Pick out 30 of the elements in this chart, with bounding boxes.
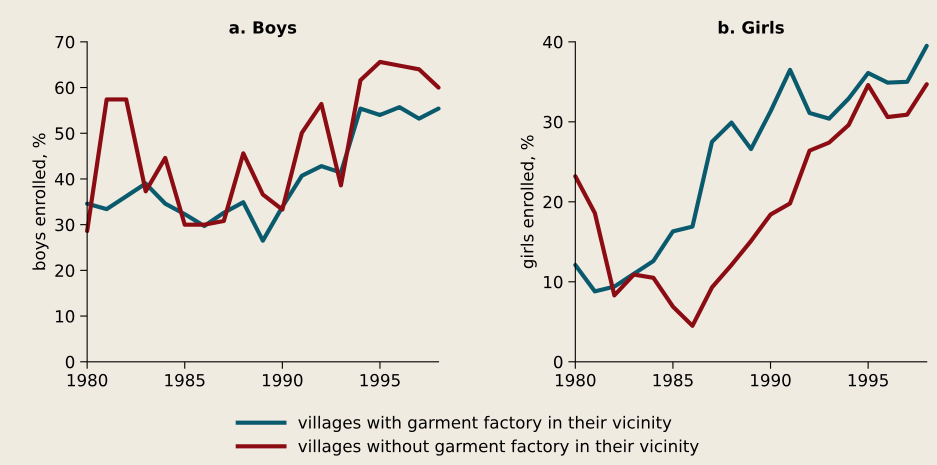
y-tick-label: 10 <box>544 276 562 288</box>
y-tick-label: 0 <box>66 356 74 368</box>
y-axis-title: boys enrolled, % <box>32 133 49 270</box>
y-tick-label: 60 <box>55 82 74 94</box>
y-tick-label: 70 <box>55 36 74 48</box>
line-series <box>573 44 929 294</box>
chart-title: b. Girls <box>718 20 784 34</box>
x-tick-label: 1990 <box>751 374 791 386</box>
x-tick-label: 1985 <box>654 374 693 386</box>
legend-label: villages with garment factory in their vicinity <box>298 416 672 432</box>
line-series <box>573 82 929 328</box>
y-tick-label: 0 <box>554 356 562 368</box>
y-tick-label: 30 <box>544 116 562 128</box>
y-tick-label: 30 <box>55 218 74 232</box>
y-tick-label: 20 <box>544 196 562 208</box>
y-tick-label: 40 <box>543 36 562 48</box>
legend-label: villages without garment factory in their vicinity <box>298 439 699 456</box>
y-tick-label: 20 <box>55 264 74 277</box>
y-axis-title: girls enrolled, % <box>520 135 537 268</box>
x-tick-label: 1995 <box>360 374 400 386</box>
x-tick-label: 1995 <box>848 374 888 386</box>
x-tick-label: 1990 <box>262 374 302 386</box>
chart-title: a. Boys <box>229 21 296 38</box>
y-tick-label: 10 <box>56 310 74 323</box>
x-tick-label: 1980 <box>68 374 108 386</box>
line-series <box>85 60 441 234</box>
y-tick-label: 40 <box>54 172 74 186</box>
x-tick-label: 1985 <box>165 374 204 386</box>
y-tick-label: 50 <box>55 127 74 140</box>
x-tick-label: 1980 <box>556 374 596 386</box>
